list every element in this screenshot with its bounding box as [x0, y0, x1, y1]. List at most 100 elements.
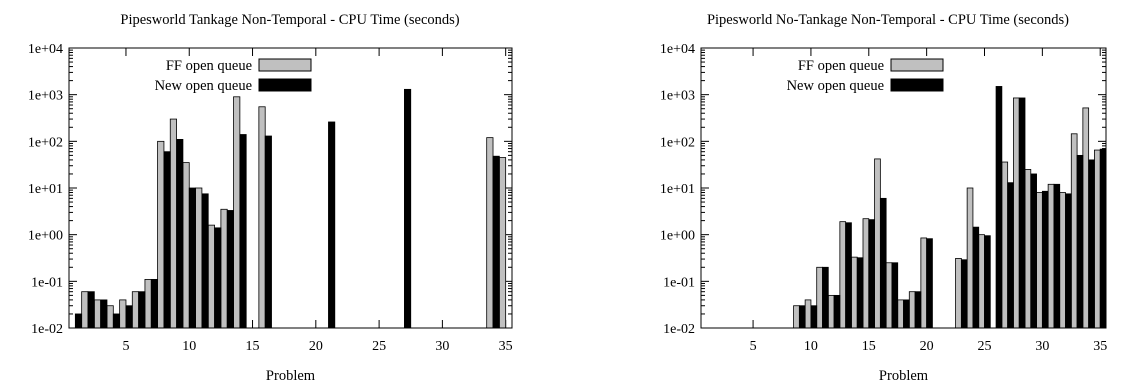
y-tick-label: 1e+04 [660, 42, 695, 57]
bar-new-p7 [150, 278, 159, 329]
y-tick-label: 1e+02 [28, 135, 63, 150]
bar-ff-p14 [233, 96, 241, 329]
x-tick-label: 30 [1035, 339, 1049, 354]
bar-ff-p34 [1082, 107, 1090, 329]
chart-1: Pipesworld Tankage Non-Temporal - CPU Ti… [28, 12, 513, 384]
bar-ff-p14 [851, 256, 858, 329]
legend-swatch [890, 58, 944, 72]
bar-new-p34 [492, 155, 500, 329]
y-tick-label: 1e+03 [28, 89, 63, 104]
bar-ff-p8 [157, 140, 165, 329]
bar-new-p5 [125, 305, 133, 329]
x-tick-label: 35 [1093, 339, 1107, 354]
legend-swatch [258, 78, 312, 92]
bar-new-p4 [112, 313, 121, 329]
x-axis-label: Problem [266, 368, 316, 384]
bar-ff-p18 [897, 299, 904, 329]
bar-ff-p35 [1094, 149, 1101, 329]
bar-new-p9 [798, 305, 806, 329]
bar-ff-p10 [804, 299, 812, 329]
bar-ff-p31 [1047, 183, 1055, 329]
x-tick-label: 20 [309, 339, 323, 354]
x-tick-label: 10 [182, 339, 196, 354]
bar-new-p28 [1018, 97, 1026, 329]
bar-ff-p35 [498, 157, 507, 329]
x-tick-label: 5 [122, 339, 129, 354]
bar-ff-p11 [816, 266, 823, 329]
bar-ff-p9 [169, 118, 177, 329]
bar-ff-p13 [839, 221, 847, 329]
bar-ff-p32 [1059, 192, 1066, 329]
bar-ff-p2 [81, 291, 89, 329]
bar-new-p12 [214, 227, 222, 329]
bar-ff-p17 [885, 262, 893, 329]
x-tick-label: 15 [862, 339, 876, 354]
bar-ff-p10 [182, 162, 190, 329]
legend-label: New open queue [787, 78, 884, 94]
bar-new-p10 [188, 187, 196, 329]
y-tick-label: 1e-02 [31, 322, 63, 337]
bar-ff-p7 [144, 278, 152, 329]
bar-new-p1 [74, 313, 83, 329]
y-tick-label: 1e+02 [660, 135, 695, 150]
bar-new-p15 [868, 219, 875, 329]
legend-label: New open queue [155, 78, 252, 94]
x-tick-label: 35 [499, 339, 513, 354]
bar-ff-p29 [1024, 169, 1032, 329]
plot-frame [68, 47, 513, 329]
legend-label: FF open queue [798, 58, 884, 74]
bar-new-p19 [914, 291, 922, 329]
bar-new-p25 [984, 235, 991, 329]
bar-new-p16 [264, 135, 272, 329]
chart-title: Pipesworld Tankage Non-Temporal - CPU Ti… [120, 12, 459, 28]
bar-new-p10 [810, 305, 818, 329]
y-tick-label: 1e-01 [663, 275, 695, 290]
bar-ff-p3 [93, 299, 102, 329]
bar-ff-p16 [874, 158, 881, 329]
y-tick-label: 1e-02 [663, 322, 695, 337]
bar-new-p9 [176, 138, 184, 329]
bar-ff-p19 [908, 291, 916, 329]
bar-new-p30 [1041, 190, 1049, 329]
legend-swatch [890, 78, 944, 92]
bar-ff-p6 [131, 291, 140, 329]
legend: FF open queue New open queue [155, 58, 312, 94]
bar-new-p34 [1088, 159, 1095, 329]
y-tick-label: 1e+00 [28, 229, 63, 244]
legend: FF open queue New open queue [787, 58, 944, 94]
bar-ff-p28 [1013, 97, 1020, 329]
x-tick-label: 10 [804, 339, 818, 354]
x-tick-label: 30 [435, 339, 449, 354]
bar-ff-p13 [220, 208, 228, 329]
bar-ff-p5 [119, 299, 127, 329]
bar-new-p14 [239, 134, 247, 329]
legend-swatch [258, 58, 312, 72]
bar-new-p11 [201, 193, 209, 329]
bar-ff-p4 [106, 305, 114, 329]
legend-label: FF open queue [166, 58, 252, 74]
bar-new-p11 [822, 266, 829, 329]
bar-new-p33 [1076, 154, 1084, 329]
chart-2: Pipesworld No-Tankage Non-Temporal - CPU… [660, 12, 1107, 384]
bar-new-p8 [163, 151, 171, 329]
bar-new-p16 [879, 197, 887, 329]
bar-ff-p9 [793, 305, 800, 329]
bar-new-p31 [1053, 183, 1061, 329]
bar-new-p32 [1065, 193, 1072, 329]
bar-new-p20 [926, 238, 933, 329]
x-tick-label: 20 [920, 339, 934, 354]
x-tick-label: 25 [978, 339, 992, 354]
y-tick-label: 1e+01 [660, 182, 695, 197]
y-tick-label: 1e-01 [31, 275, 63, 290]
bar-ff-p30 [1036, 192, 1043, 329]
bar-new-p17 [891, 262, 899, 329]
bar-new-p27 [1007, 182, 1014, 329]
bar-new-p2 [87, 291, 95, 329]
bar-ff-p12 [207, 224, 215, 329]
bar-ff-p27 [1001, 161, 1009, 329]
y-tick-label: 1e+04 [28, 42, 63, 57]
plot-frame [700, 47, 1107, 329]
bar-new-p12 [833, 294, 841, 329]
bar-new-p21 [328, 121, 336, 329]
